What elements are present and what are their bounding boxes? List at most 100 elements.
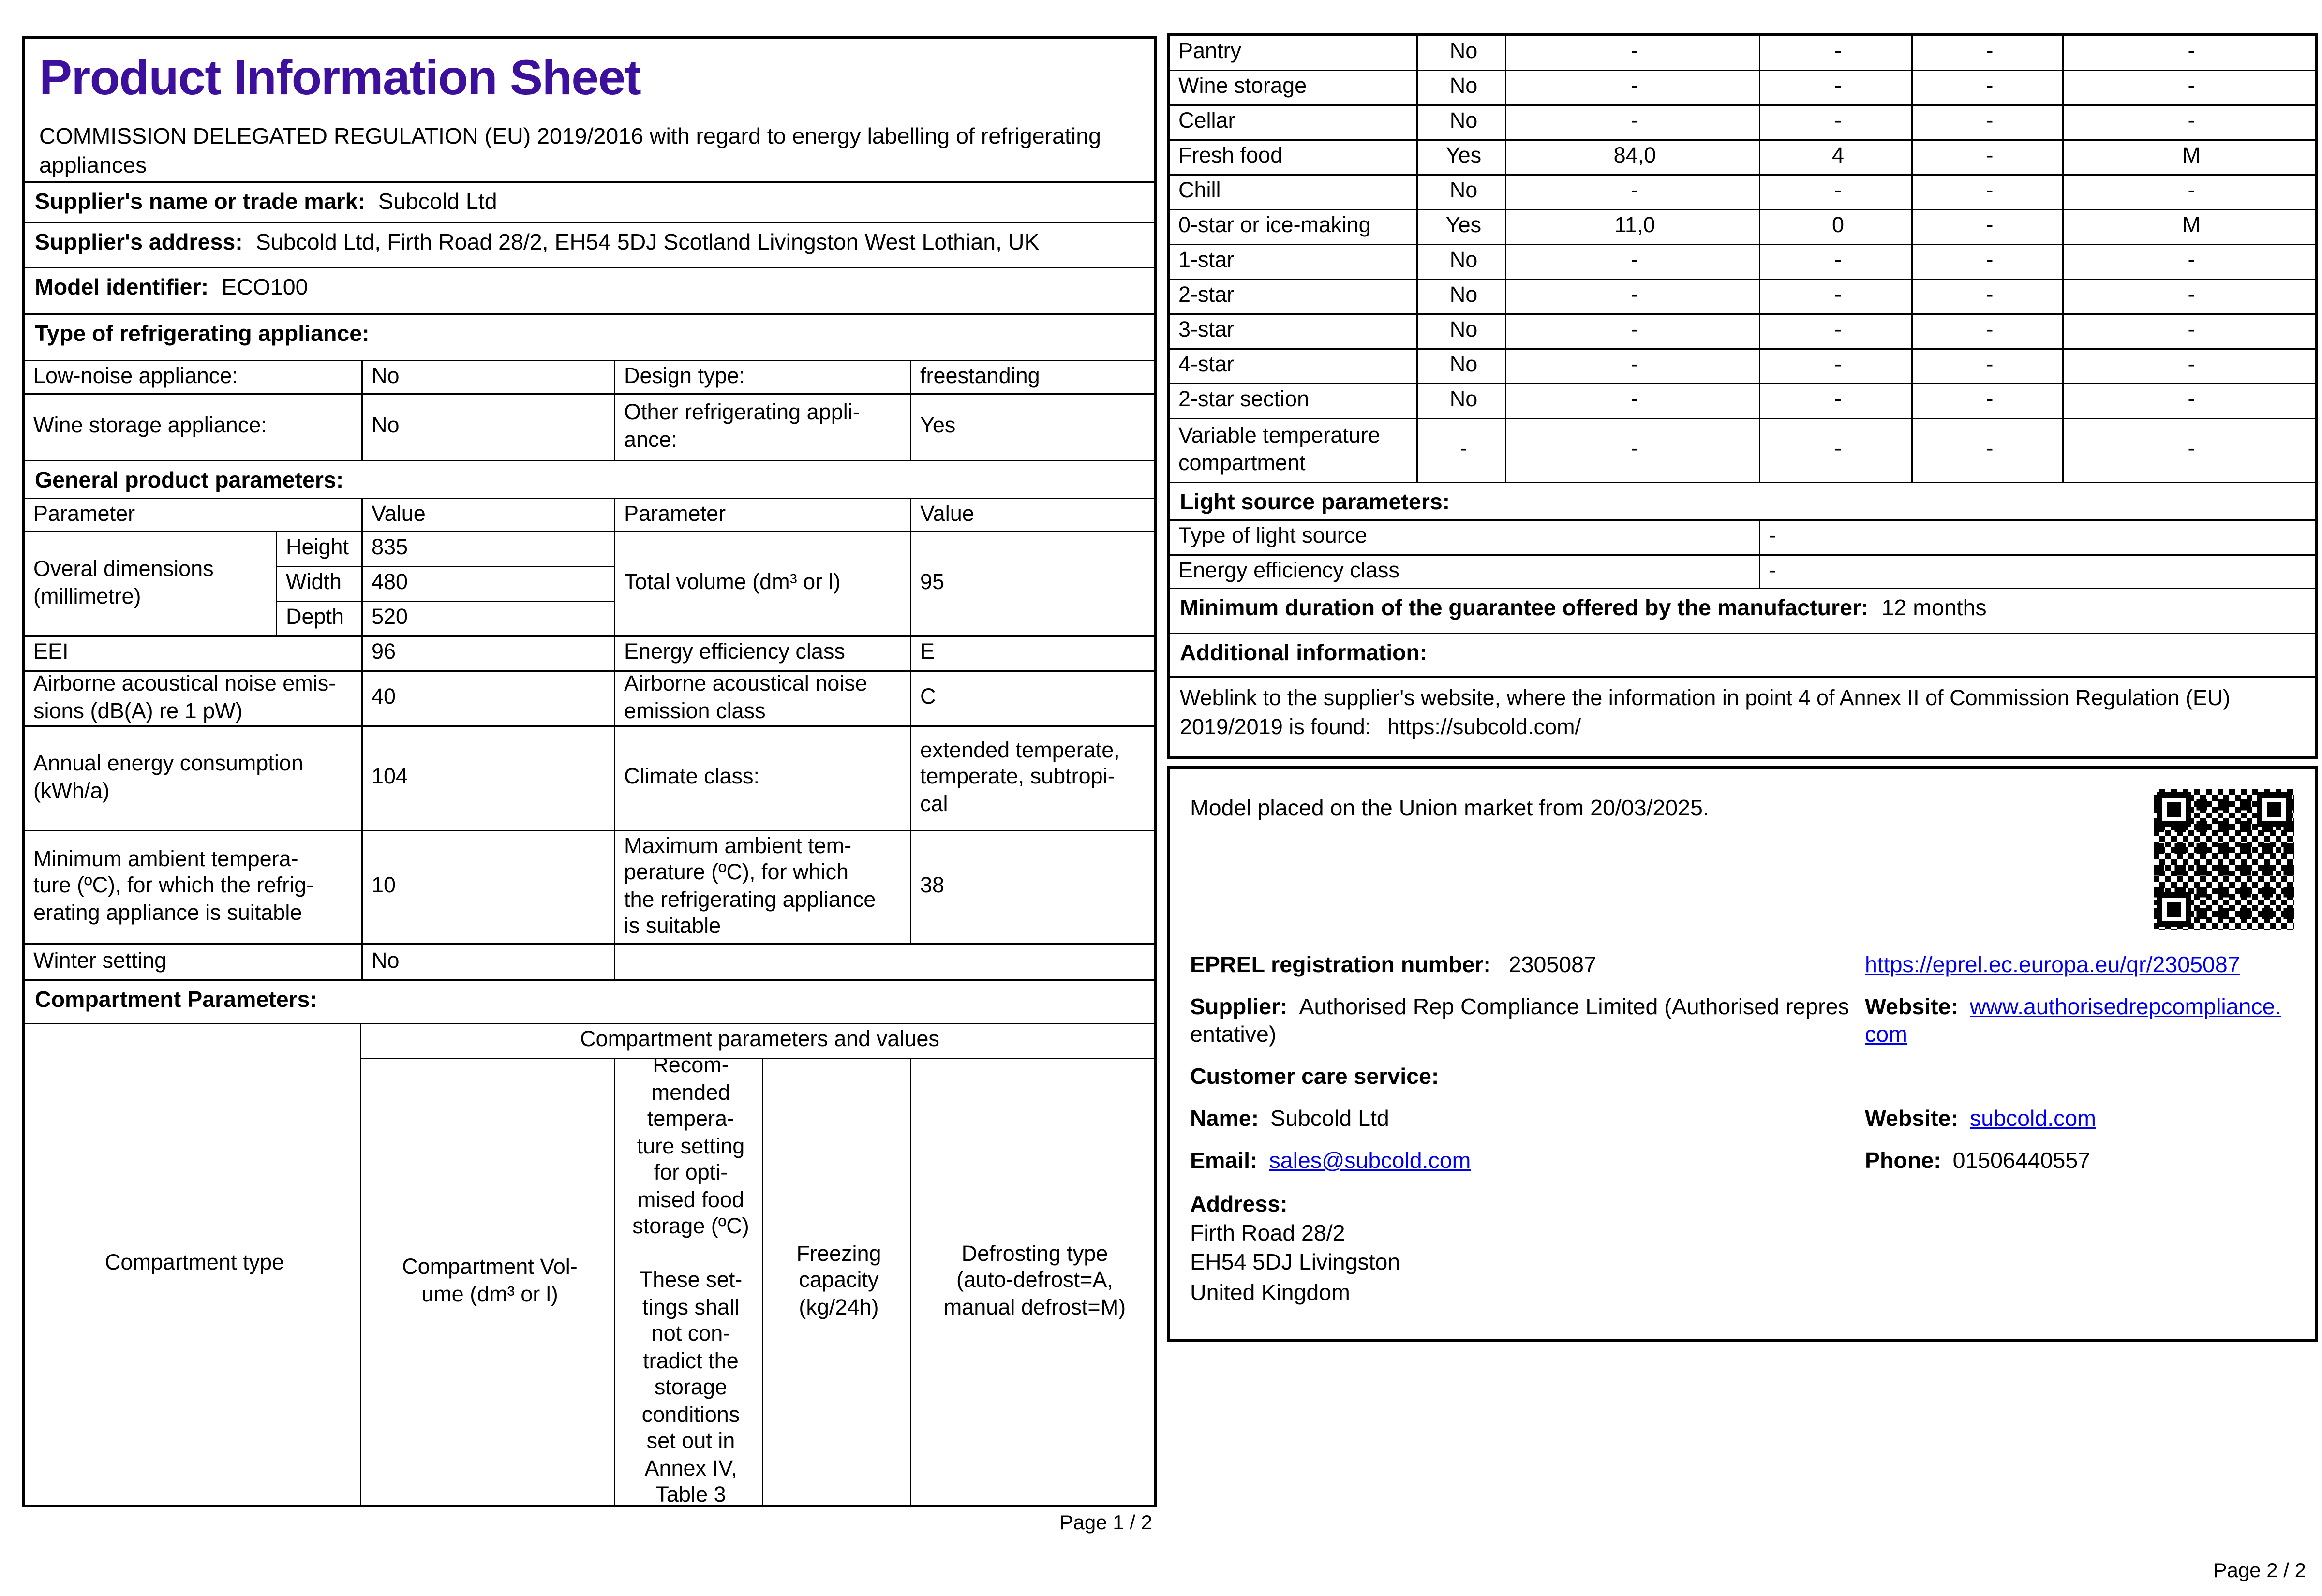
eei-value: 96 xyxy=(363,637,615,670)
compartment-freezing: - xyxy=(1913,280,2064,313)
height-label: Height xyxy=(277,532,363,567)
light-source-type-label: Type of light source xyxy=(1170,521,1760,554)
min-ambient-label: Minimum ambient tempera- ture (ºC), for … xyxy=(25,831,363,943)
care-website-link[interactable]: subcold.com xyxy=(1969,1107,2096,1132)
compartment-freezing: - xyxy=(1913,71,2064,104)
compartment-name: 3-star xyxy=(1170,315,1418,348)
table-row: Wine storage appliance: No Other refrige… xyxy=(25,395,1154,461)
light-source-type-row: Type of light source - xyxy=(1170,521,2315,556)
address-label: Address: xyxy=(1190,1192,1288,1217)
supplier-address-label: Supplier's address: xyxy=(35,231,243,255)
supplier-row: Supplier: Authorised Rep Compliance Limit… xyxy=(1190,993,2294,1051)
param-header-1: Parameter xyxy=(25,499,363,531)
light-energy-class-label: Energy efficiency class xyxy=(1170,556,1760,588)
eprel-value: 2305087 xyxy=(1508,953,1596,978)
guarantee-value: 12 months xyxy=(1881,596,1987,621)
wine-storage-label: Wine storage appliance: xyxy=(25,395,363,460)
page2-card-top: Pantry No - - - - Wine storage No - - - … xyxy=(1167,33,2318,759)
customer-care-header: Customer care service: xyxy=(1190,1064,2294,1093)
address-line: Firth Road 28/2 xyxy=(1190,1221,1345,1246)
supplier-label: Supplier: xyxy=(1190,994,1288,1020)
compartment-row-pantry: Pantry No - - - - xyxy=(1170,36,2315,71)
compartment-temp: - xyxy=(1760,106,1913,139)
compartment-present: No xyxy=(1418,315,1506,348)
compartment-row-2-star: 2-star No - - - - xyxy=(1170,280,2315,315)
compartment-temp: 4 xyxy=(1760,141,1913,174)
table-row: EEI 96 Energy efficiency class E xyxy=(25,637,1154,672)
phone-value: 01506440557 xyxy=(1952,1149,2091,1174)
light-source-type-value: - xyxy=(1769,524,1776,549)
address-line: United Kingdom xyxy=(1190,1280,1350,1305)
compartment-freezing: - xyxy=(1913,384,2064,418)
page-title: Product Information Sheet xyxy=(39,51,641,106)
table-row: Low-noise appliance: No Design type: fre… xyxy=(25,361,1154,395)
compartment-name: 4-star xyxy=(1170,350,1418,383)
compartment-present: No xyxy=(1418,245,1506,279)
annual-energy-label: Annual energy consumption (kWh/a) xyxy=(25,727,363,830)
compartment-temp: - xyxy=(1760,384,1913,418)
eprel-link[interactable]: https://eprel.ec.europa.eu/qr/2305087 xyxy=(1865,953,2240,978)
compartment-freezing: - xyxy=(1913,315,2064,348)
compartment-row-fresh-food: Fresh food Yes 84,0 4 - M xyxy=(1170,141,2315,176)
compartment-defrost: - xyxy=(2188,353,2195,378)
name-label: Name: xyxy=(1190,1107,1259,1132)
address-line: EH54 5DJ Livingston xyxy=(1190,1251,1400,1276)
wine-storage-value: No xyxy=(363,395,615,460)
total-volume-label: Total volume (dm³ or l) xyxy=(615,532,911,635)
supplier-value: Authorised Rep Compliance Limited (Autho… xyxy=(1190,994,1849,1049)
compartment-name: 1-star xyxy=(1170,245,1418,279)
eprel-label: EPREL registration number: xyxy=(1190,953,1491,978)
compartment-volume: - xyxy=(1506,245,1760,279)
compartment-defrost: M xyxy=(2182,213,2201,238)
care-name-cell: Name: Subcold Ltd xyxy=(1190,1106,1865,1134)
compartment-defrost: - xyxy=(2188,318,2195,343)
compartment-defrost: - xyxy=(2188,437,2195,462)
compartment-name: 2-star section xyxy=(1170,384,1418,418)
table-row: Airborne acoustical noise emis- sions (d… xyxy=(25,672,1154,727)
compartment-row-0-star: 0-star or ice-making Yes 11,0 0 - M xyxy=(1170,210,2315,245)
care-email-row: Email: sales@subcold.com Phone: 0150644055… xyxy=(1190,1148,2294,1176)
supplier-name-row: Supplier's name or trade mark: Subcold L… xyxy=(25,183,1154,223)
compartment-defrost: M xyxy=(2182,144,2201,169)
compartment-defrost: - xyxy=(2188,109,2195,134)
care-email-cell: Email: sales@subcold.com xyxy=(1190,1148,1865,1176)
recommended-temp-header: Recom- mended tempera- ture setting for … xyxy=(615,1059,763,1505)
light-energy-class-row: Energy efficiency class - xyxy=(1170,556,2315,589)
compartment-defrost: - xyxy=(2188,178,2195,204)
annual-energy-value: 104 xyxy=(363,727,615,830)
dimensions-label: Overal dimensions (millimetre) xyxy=(25,532,277,635)
defrosting-type-header: Defrosting type (auto-defrost=A, manual … xyxy=(943,1241,1126,1320)
additional-section-header: Additional information: xyxy=(1170,634,2315,678)
phone-label: Phone: xyxy=(1865,1149,1941,1174)
total-volume-value: 95 xyxy=(920,570,945,595)
compartment-row-variable-temp: Variable temperature compartment - - - -… xyxy=(1170,419,2315,483)
min-ambient-value: 10 xyxy=(363,831,615,943)
max-ambient-value: 38 xyxy=(920,873,945,899)
qr-finder-icon xyxy=(2157,892,2191,927)
compartment-temp: - xyxy=(1760,176,1913,209)
name-value: Subcold Ltd xyxy=(1270,1107,1389,1132)
supplier-website-link[interactable]: www.authorisedrepcompliance. com xyxy=(1865,994,2281,1049)
other-appliance-value: Yes xyxy=(920,414,956,439)
value-header-2: Value xyxy=(920,502,974,527)
general-section-header: General product parameters: xyxy=(25,461,1154,499)
energy-class-value: E xyxy=(920,640,935,665)
compartment-type-header: Compartment type xyxy=(25,1024,361,1505)
qr-code xyxy=(2149,785,2299,934)
supplier-website-cell: Website: www.authorisedrepcompliance. com xyxy=(1865,993,2294,1051)
compartment-section-header: Compartment Parameters: xyxy=(25,981,1154,1024)
qr-finder-icon xyxy=(2157,792,2191,827)
height-value: 835 xyxy=(363,532,615,567)
compartment-freezing: - xyxy=(1913,419,2064,482)
supplier-cell: Supplier: Authorised Rep Compliance Limit… xyxy=(1190,993,1865,1051)
customer-care-label: Customer care service: xyxy=(1190,1065,1439,1090)
title-block: Product Information Sheet COMMISSION DEL… xyxy=(25,39,1154,183)
compartment-present: Yes xyxy=(1418,210,1506,244)
weblink-text: Weblink to the supplier's website, where… xyxy=(1180,686,2231,740)
email-link[interactable]: sales@subcold.com xyxy=(1269,1149,1471,1174)
compartment-row-1-star: 1-star No - - - - xyxy=(1170,245,2315,280)
compartment-name: Chill xyxy=(1170,176,1418,209)
low-noise-label: Low-noise appliance: xyxy=(25,361,363,393)
compartment-row-chill: Chill No - - - - xyxy=(1170,176,2315,210)
compartment-row-wine-storage: Wine storage No - - - - xyxy=(1170,71,2315,106)
